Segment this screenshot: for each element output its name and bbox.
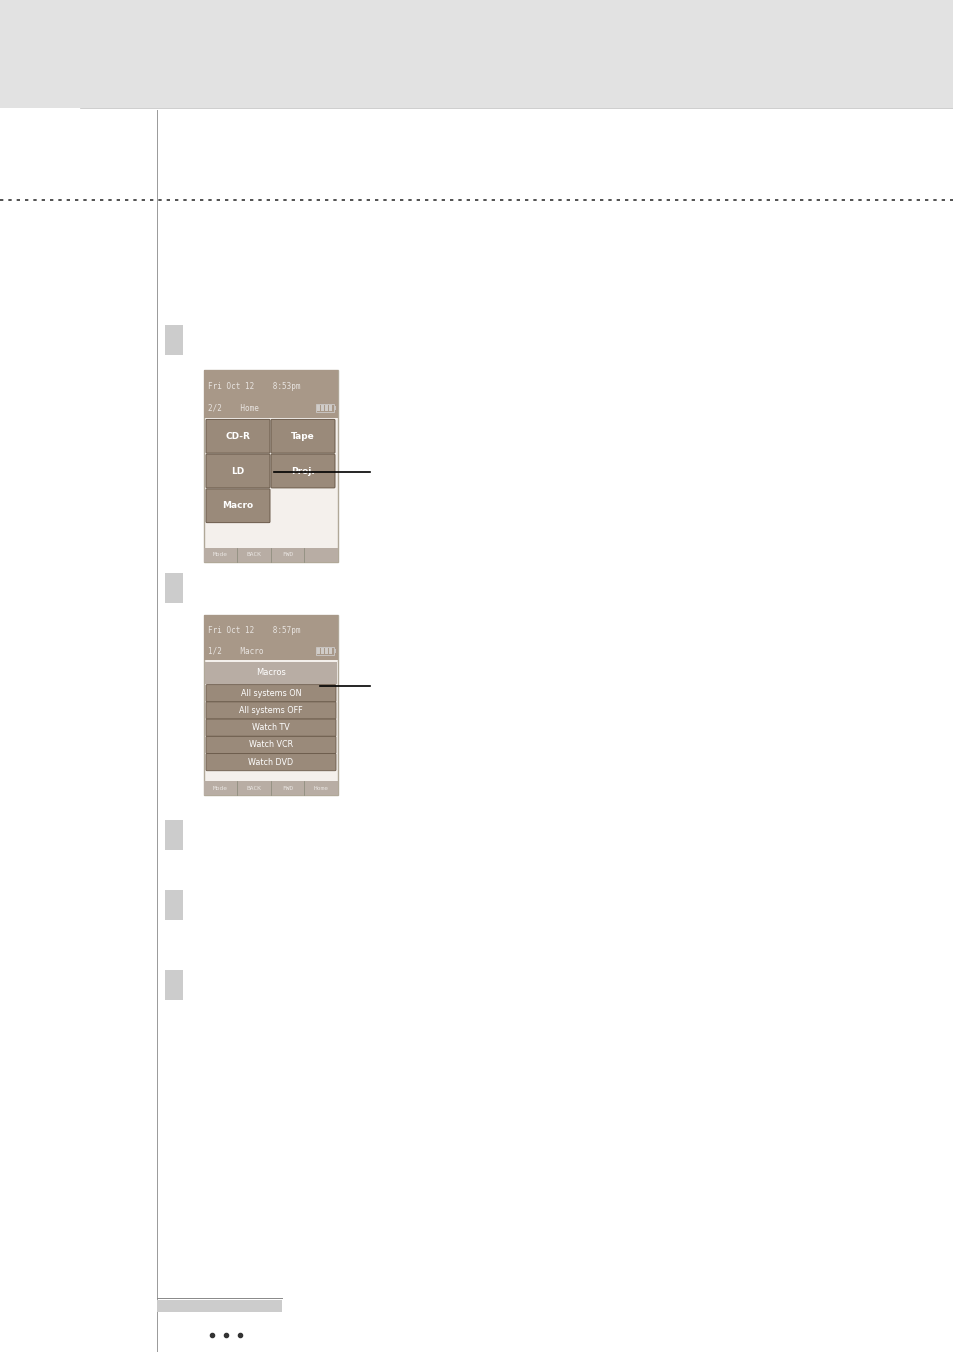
Text: Macros: Macros bbox=[255, 668, 286, 677]
Text: Macro: Macro bbox=[222, 502, 253, 510]
Bar bbox=[204, 781, 337, 795]
FancyBboxPatch shape bbox=[206, 684, 335, 702]
Text: FWD: FWD bbox=[282, 786, 294, 791]
Text: BACK: BACK bbox=[247, 553, 261, 557]
Bar bbox=[165, 821, 183, 850]
Text: Mode: Mode bbox=[213, 786, 228, 791]
FancyBboxPatch shape bbox=[271, 454, 335, 488]
Bar bbox=[0, 0, 953, 108]
FancyBboxPatch shape bbox=[206, 737, 335, 753]
Bar bbox=[204, 615, 337, 660]
Text: LD: LD bbox=[232, 466, 244, 476]
Bar bbox=[157, 1301, 282, 1311]
Bar bbox=[320, 648, 324, 654]
Text: BACK: BACK bbox=[247, 786, 261, 791]
Bar bbox=[334, 407, 335, 411]
Bar bbox=[316, 648, 319, 654]
Bar bbox=[316, 406, 319, 411]
Bar bbox=[325, 406, 328, 411]
Bar bbox=[165, 969, 183, 1000]
Text: Watch VCR: Watch VCR bbox=[249, 741, 293, 749]
Text: Tape: Tape bbox=[291, 431, 314, 441]
Bar bbox=[329, 406, 332, 411]
Text: Fri Oct 12    8:53pm: Fri Oct 12 8:53pm bbox=[208, 383, 300, 391]
FancyBboxPatch shape bbox=[206, 719, 335, 737]
FancyBboxPatch shape bbox=[204, 615, 337, 795]
Text: Proj.: Proj. bbox=[291, 466, 314, 476]
Text: All systems ON: All systems ON bbox=[240, 688, 301, 698]
Text: Watch TV: Watch TV bbox=[252, 723, 290, 733]
Bar bbox=[204, 370, 337, 418]
FancyBboxPatch shape bbox=[204, 370, 337, 562]
FancyBboxPatch shape bbox=[206, 454, 270, 488]
Bar bbox=[205, 662, 336, 684]
Text: FWD: FWD bbox=[282, 553, 294, 557]
Text: 2/2    Home: 2/2 Home bbox=[208, 404, 258, 412]
FancyBboxPatch shape bbox=[206, 489, 270, 523]
Text: Mode: Mode bbox=[213, 553, 228, 557]
Bar bbox=[334, 649, 335, 653]
FancyBboxPatch shape bbox=[271, 419, 335, 453]
Bar bbox=[325, 648, 328, 654]
Text: CD-R: CD-R bbox=[225, 431, 251, 441]
Text: Watch DVD: Watch DVD bbox=[248, 757, 294, 767]
FancyBboxPatch shape bbox=[206, 702, 335, 719]
Bar bbox=[165, 573, 183, 603]
FancyBboxPatch shape bbox=[206, 753, 335, 771]
Text: Fri Oct 12    8:57pm: Fri Oct 12 8:57pm bbox=[208, 626, 300, 635]
Bar bbox=[329, 648, 332, 654]
Text: All systems OFF: All systems OFF bbox=[239, 706, 302, 715]
FancyBboxPatch shape bbox=[206, 419, 270, 453]
Text: Home: Home bbox=[314, 786, 329, 791]
Bar bbox=[204, 548, 337, 562]
Bar bbox=[165, 324, 183, 356]
Bar bbox=[165, 890, 183, 919]
Bar bbox=[320, 406, 324, 411]
Text: 1/2    Macro: 1/2 Macro bbox=[208, 646, 263, 656]
